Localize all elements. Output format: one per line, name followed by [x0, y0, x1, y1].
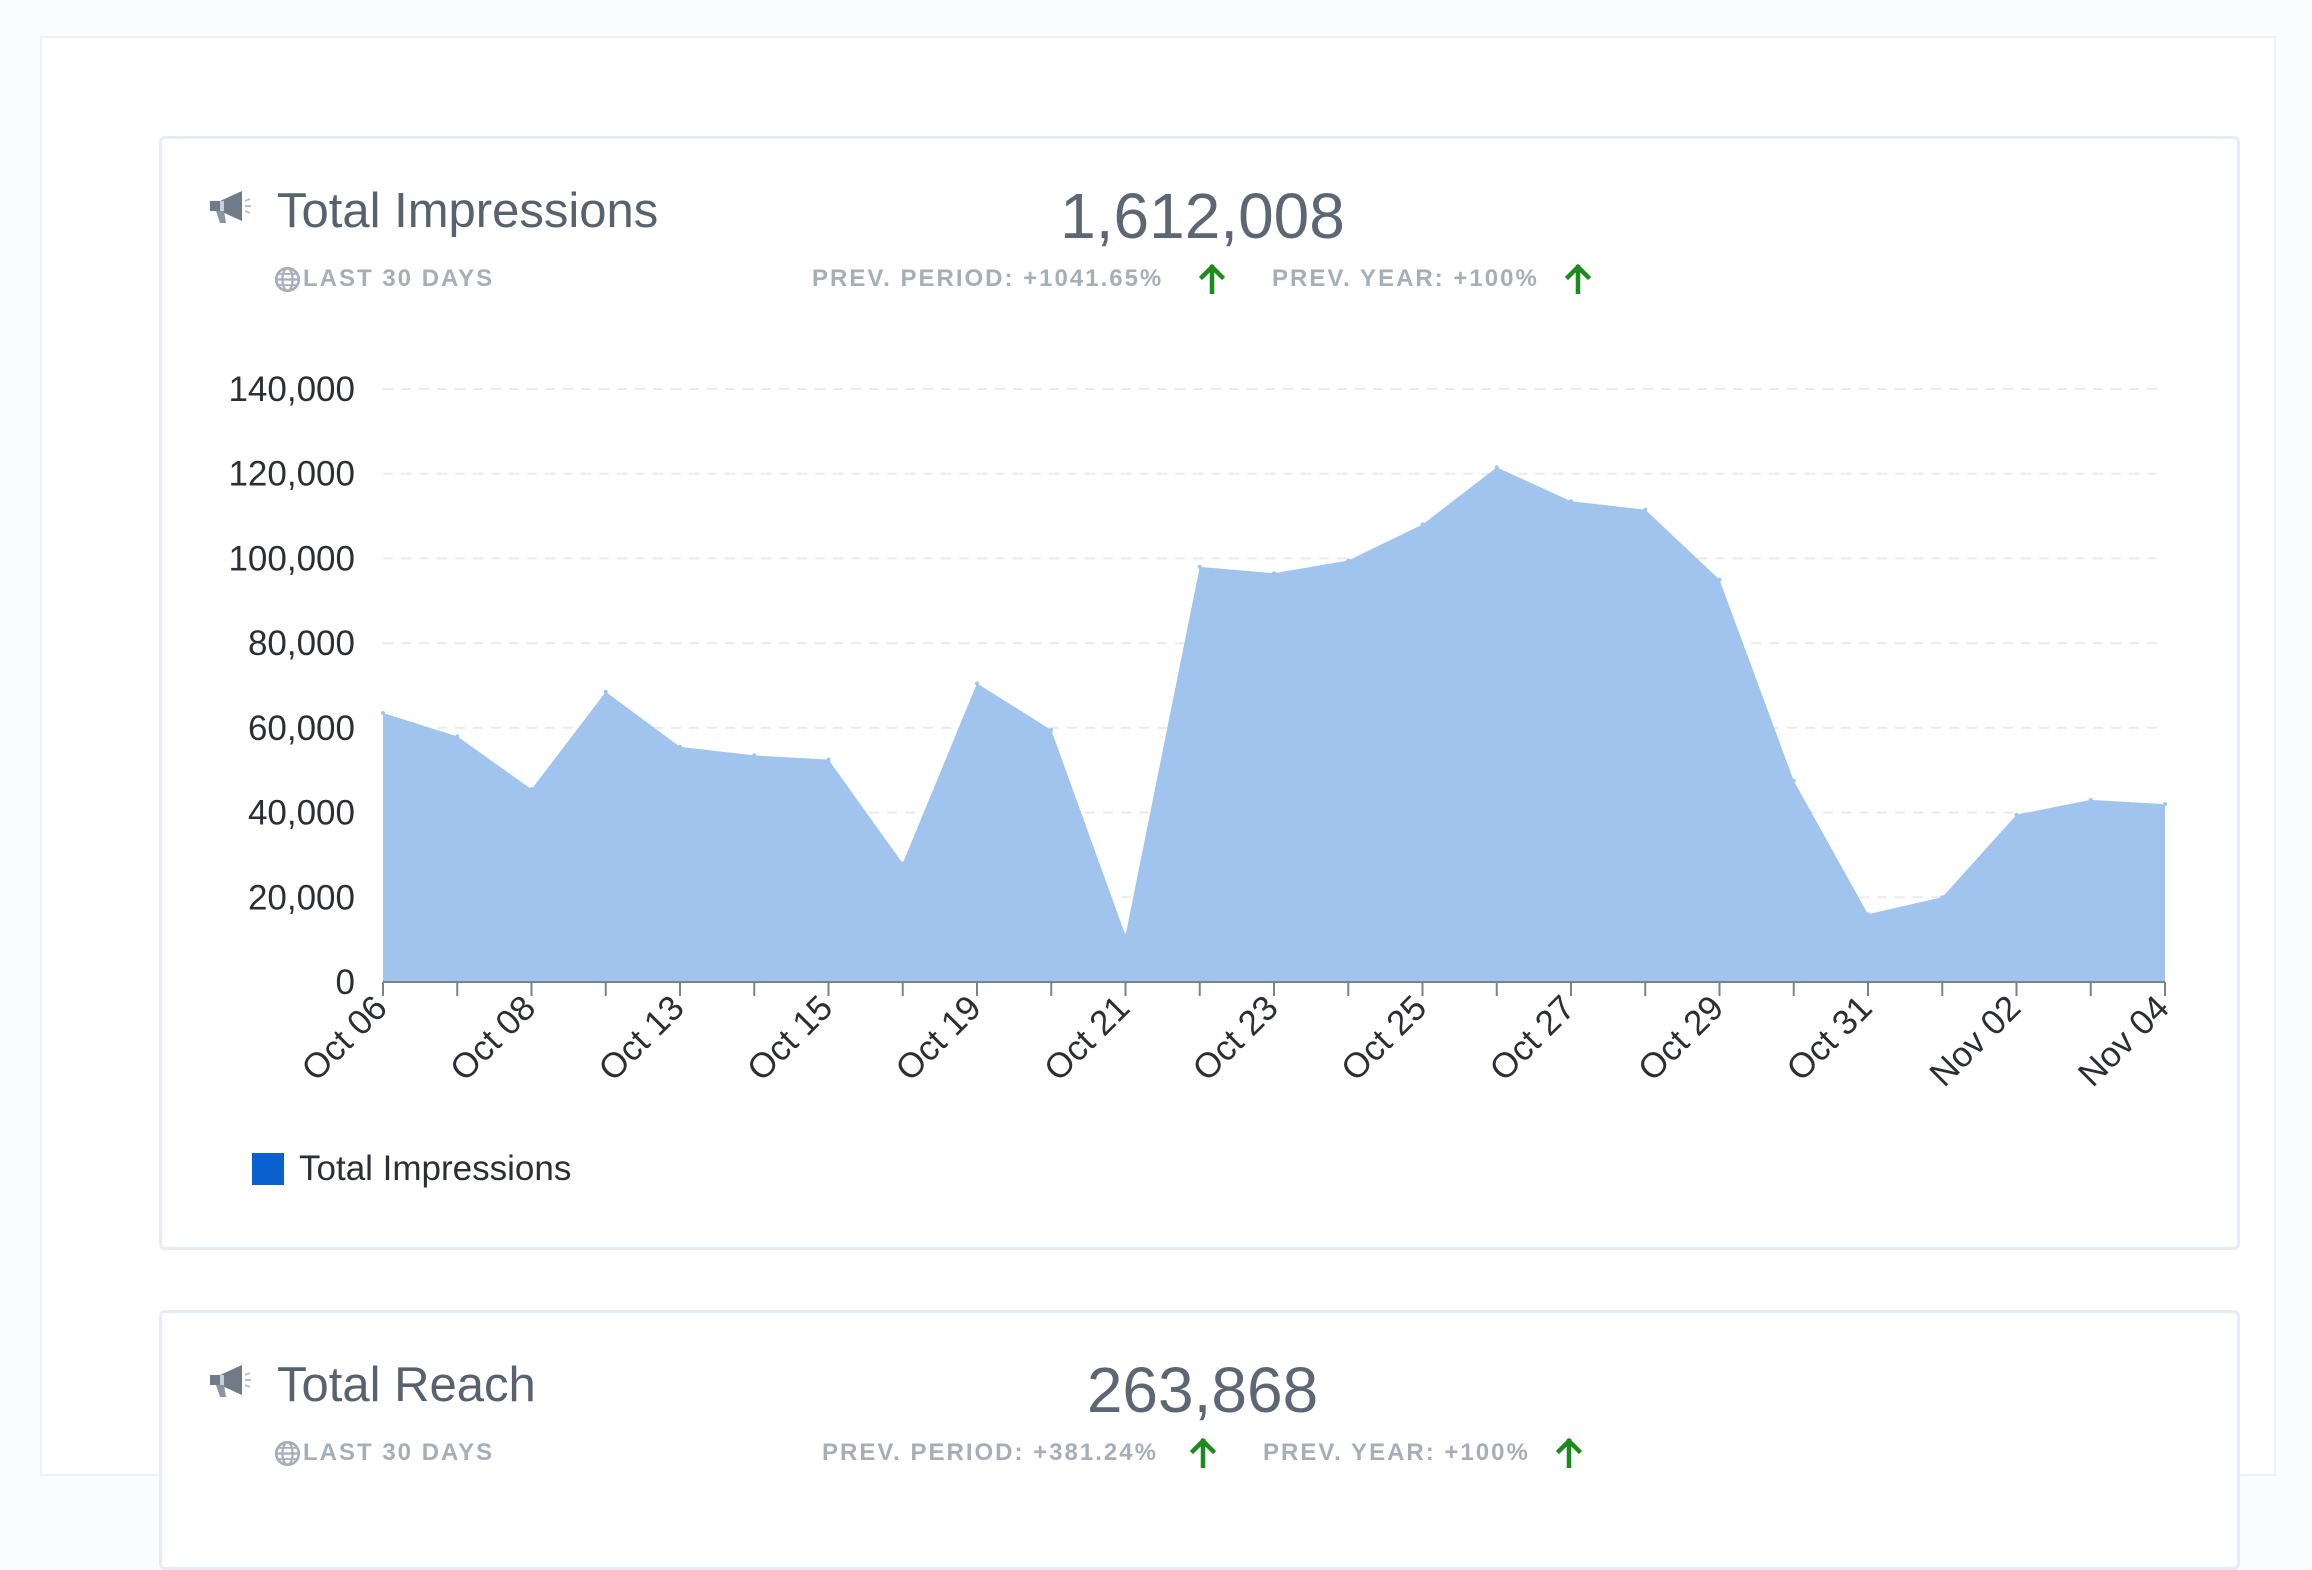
y-tick-label: 60,000	[248, 709, 355, 748]
arrow-up-icon	[1190, 1438, 1216, 1468]
x-tick-label: Oct 13	[591, 988, 691, 1088]
data-point	[1197, 564, 1202, 569]
data-point	[1272, 571, 1276, 576]
data-point	[1494, 465, 1499, 470]
data-point	[1866, 912, 1870, 917]
period-text: LAST 30 DAYS	[303, 1439, 495, 1466]
data-point	[529, 787, 534, 792]
megaphone-icon	[210, 1365, 251, 1397]
y-tick-label: 100,000	[228, 539, 355, 578]
data-point	[455, 734, 460, 739]
globe-icon	[274, 266, 301, 292]
period-label: LAST 30 DAYS	[274, 1439, 494, 1467]
globe-icon	[274, 1440, 301, 1466]
card-title: Total Impressions	[277, 184, 659, 238]
data-point	[1049, 727, 1054, 732]
y-tick-label: 120,000	[228, 455, 355, 494]
prev-period-change: PREV. PERIOD: +1041.65%	[812, 265, 1164, 292]
x-tick-label: Oct 19	[888, 988, 988, 1088]
x-tick-label: Nov 04	[2071, 988, 2177, 1094]
data-point	[826, 757, 831, 762]
arrow-up-icon	[1199, 264, 1225, 294]
x-tick-label: Nov 02	[1922, 988, 2028, 1094]
data-point	[381, 711, 385, 716]
data-point	[975, 681, 979, 686]
arrow-up-icon	[1556, 1438, 1582, 1468]
data-point	[678, 744, 682, 749]
x-tick-label: Oct 27	[1482, 988, 1582, 1088]
data-point	[2088, 797, 2093, 802]
data-point	[1569, 499, 1573, 504]
card-title: Total Reach	[277, 1358, 536, 1412]
total-value: 1,612,008	[1060, 180, 1345, 252]
prev-year-change: PREV. YEAR: +100%	[1263, 1439, 1530, 1466]
x-tick-label: Oct 15	[740, 988, 840, 1088]
legend-label: Total Impressions	[299, 1149, 572, 1188]
y-tick-label: 140,000	[228, 370, 355, 409]
x-tick-label: Oct 29	[1631, 988, 1731, 1088]
period-text: LAST 30 DAYS	[303, 265, 495, 292]
data-point	[603, 689, 608, 694]
data-point	[2014, 812, 2019, 817]
data-point	[1346, 558, 1351, 563]
data-point	[1643, 507, 1648, 512]
prev-year-change: PREV. YEAR: +100%	[1272, 265, 1539, 292]
data-point	[1123, 933, 1128, 938]
legend-swatch	[252, 1153, 284, 1185]
x-tick-label: Oct 25	[1334, 988, 1434, 1088]
series-area-total-impressions	[383, 467, 2165, 982]
impressions-card: Total Impressions LAST 30 DAYS 1,612,008…	[159, 136, 2240, 1250]
megaphone-icon	[210, 191, 251, 223]
dashboard-panel: Total Impressions LAST 30 DAYS 1,612,008…	[40, 36, 2276, 1570]
total-value: 263,868	[1086, 1354, 1319, 1426]
y-tick-label: 80,000	[248, 624, 355, 663]
data-point	[752, 753, 757, 758]
chart-legend[interactable]: Total Impressions	[252, 1149, 571, 1189]
x-tick-label: Oct 08	[443, 988, 543, 1088]
prev-period-change: PREV. PERIOD: +381.24%	[822, 1439, 1158, 1466]
y-tick-label: 20,000	[248, 878, 355, 917]
impressions-area-chart: 0 20,000 40,000 60,000 80,000 100,000 120,000 1…	[228, 370, 2177, 1094]
period-label: LAST 30 DAYS	[274, 265, 494, 293]
x-tick-label: Oct 31	[1779, 988, 1879, 1088]
data-point	[1940, 895, 1945, 900]
data-point	[1791, 778, 1796, 783]
reach-card: Total Reach LAST 30 DAYS 263,868 PREV. P…	[159, 1310, 2240, 1570]
x-tick-label: Oct 21	[1037, 988, 1137, 1088]
arrow-up-icon	[1565, 264, 1591, 294]
data-point	[1420, 522, 1425, 527]
y-tick-label: 40,000	[248, 794, 355, 833]
data-point	[900, 861, 905, 866]
x-tick-label: Oct 06	[294, 988, 394, 1088]
data-point	[1717, 577, 1722, 582]
x-tick-label: Oct 23	[1185, 988, 1285, 1088]
data-point	[2163, 802, 2167, 807]
y-tick-label: 0	[336, 963, 355, 1002]
